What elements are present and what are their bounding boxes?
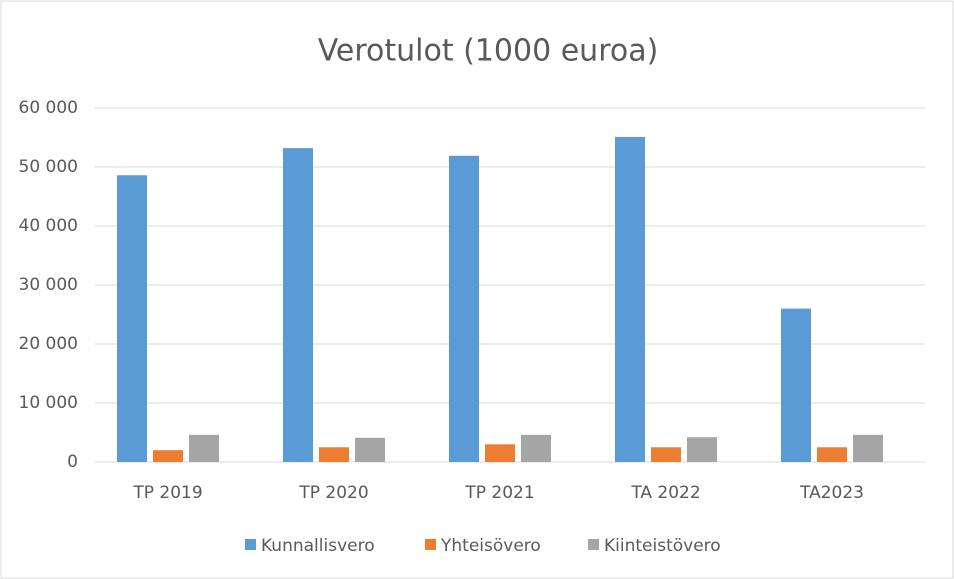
y-tick-label: 10 000 — [19, 393, 78, 413]
bar — [283, 148, 313, 462]
legend-swatch — [245, 539, 256, 550]
y-tick-label: 0 — [67, 452, 78, 472]
bar — [355, 437, 385, 462]
x-tick-label: TA 2022 — [630, 483, 700, 503]
legend-label: Kunnallisvero — [261, 536, 375, 556]
y-tick-label: 40 000 — [19, 216, 78, 236]
x-tick-label: TP 2020 — [298, 483, 368, 503]
chart-title: Verotulot (1000 euroa) — [318, 34, 659, 69]
y-tick-label: 20 000 — [19, 334, 78, 354]
bar — [615, 136, 645, 462]
bar — [153, 450, 183, 462]
bar — [117, 175, 147, 462]
x-tick-label: TP 2021 — [464, 483, 534, 503]
y-tick-label: 50 000 — [19, 157, 78, 177]
bar — [651, 447, 681, 462]
y-tick-label: 60 000 — [19, 98, 78, 118]
bar — [781, 308, 811, 462]
x-tick-label: TP 2019 — [132, 483, 202, 503]
legend-swatch — [425, 539, 436, 550]
legend-label: Yhteisövero — [440, 536, 541, 556]
bar — [687, 437, 717, 462]
legend-swatch — [588, 539, 599, 550]
x-tick-label: TA2023 — [799, 483, 864, 503]
y-tick-label: 30 000 — [19, 275, 78, 295]
bar — [817, 447, 847, 462]
bar — [485, 444, 515, 462]
bar — [449, 155, 479, 463]
legend-label: Kiinteistövero — [604, 536, 721, 556]
bar — [853, 434, 883, 462]
bar — [319, 447, 349, 462]
bar — [189, 434, 219, 462]
bar — [521, 434, 551, 462]
